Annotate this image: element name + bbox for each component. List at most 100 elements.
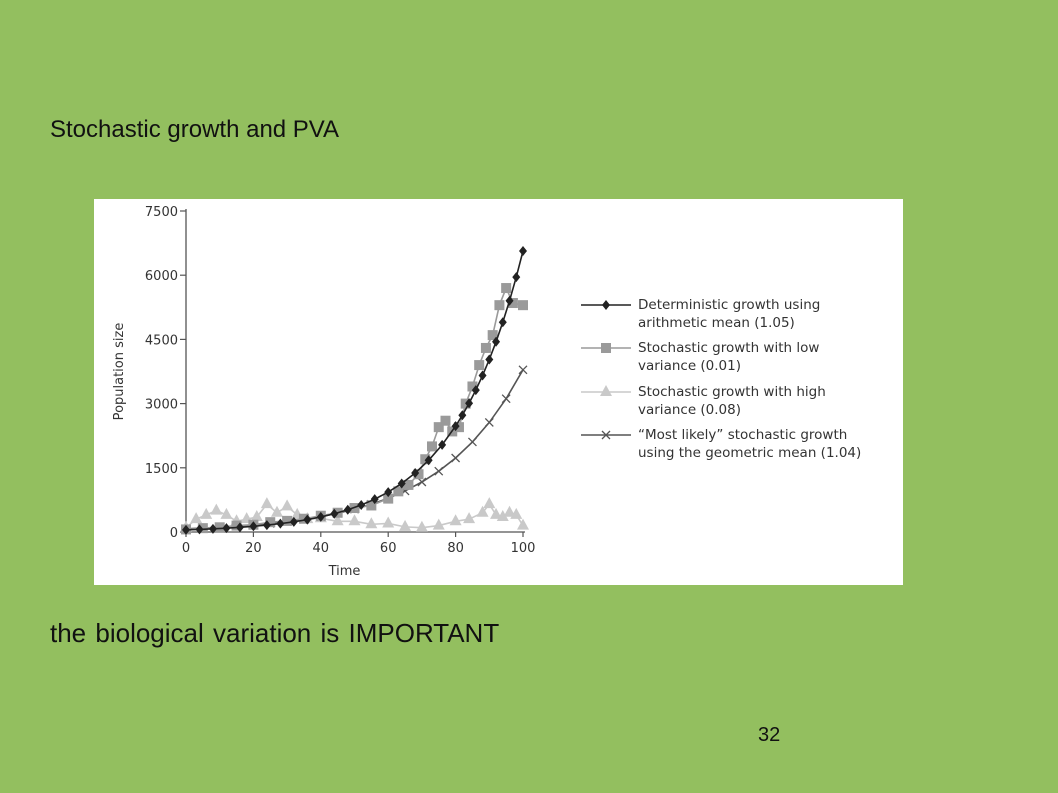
data-point-square <box>282 515 293 526</box>
data-point-x <box>434 466 444 476</box>
data-point-square <box>474 360 485 371</box>
data-point-x <box>467 437 477 447</box>
y-tick-label: 6000 <box>145 269 178 284</box>
data-point-diamond <box>276 518 285 529</box>
legend-entry-text: variance (0.01) <box>638 358 741 374</box>
data-point-diamond <box>451 421 460 432</box>
page-number: 32 <box>758 724 781 746</box>
data-point-triangle <box>449 514 462 526</box>
data-point-square <box>453 422 464 433</box>
data-point-diamond <box>370 494 379 505</box>
y-tick-label: 4500 <box>145 333 178 348</box>
y-tick-label: 0 <box>170 526 178 541</box>
data-point-square <box>393 486 404 497</box>
series-square-line <box>185 285 524 531</box>
data-point-square <box>494 300 505 311</box>
data-point-square <box>403 479 414 490</box>
data-point-square <box>518 300 528 311</box>
data-point-x <box>501 394 511 404</box>
data-point-square <box>214 522 225 533</box>
data-point-x <box>417 477 427 487</box>
data-point-triangle <box>348 514 361 526</box>
data-point-triangle <box>503 505 516 517</box>
x-axis-label: Time <box>328 564 361 579</box>
population-growth-chart: 0 1500 3000 4500 6000 7500 0 20 40 60 80 100 Time Pop… <box>112 205 861 579</box>
data-point-triangle <box>463 512 476 524</box>
data-point-diamond <box>343 504 352 515</box>
legend-entry-text: arithmetic mean (1.05) <box>638 315 795 331</box>
data-point-diamond <box>512 272 521 283</box>
data-point-square <box>487 330 498 341</box>
data-point-diamond <box>222 523 231 534</box>
y-axis-label: Population size <box>112 323 127 421</box>
x-tick-label: 0 <box>182 541 190 556</box>
data-point-triangle <box>510 507 523 519</box>
data-point-triangle <box>270 505 283 517</box>
slide-title: Stochastic growth and PVA <box>50 116 340 143</box>
data-point-diamond <box>485 354 494 365</box>
data-point-diamond <box>505 295 514 306</box>
data-point-diamond <box>357 499 366 510</box>
data-point-diamond <box>411 468 420 479</box>
data-point-triangle <box>250 510 263 522</box>
data-point-diamond <box>471 385 480 396</box>
y-tick-label: 7500 <box>145 205 178 220</box>
data-point-diamond <box>478 370 487 381</box>
data-point-x <box>451 453 461 463</box>
legend-entry-text: “Most likely” stochastic growth <box>638 427 847 443</box>
slide-caption: the biological variation is IMPORTANT <box>50 618 500 648</box>
data-point-diamond <box>249 521 258 532</box>
data-point-diamond <box>438 439 447 450</box>
data-point-triangle <box>200 507 213 519</box>
data-point-triangle <box>220 507 233 519</box>
data-point-triangle <box>490 507 503 519</box>
data-point-diamond <box>303 514 312 525</box>
legend-entry-text: Stochastic growth with high <box>638 384 826 400</box>
data-point-diamond <box>330 508 339 519</box>
data-point-triangle <box>382 516 395 528</box>
data-point-square <box>420 454 431 465</box>
data-point-triangle <box>415 520 428 532</box>
data-point-triangle <box>496 510 509 522</box>
data-point-square <box>480 342 491 353</box>
data-point-triangle <box>476 505 489 517</box>
data-point-square <box>440 415 451 426</box>
data-point-diamond <box>397 478 406 489</box>
data-point-triangle <box>331 514 344 526</box>
data-point-triangle <box>483 497 496 509</box>
data-point-square <box>507 298 518 309</box>
data-point-diamond <box>424 455 433 466</box>
legend-entry-text: Deterministic growth using <box>638 297 820 313</box>
data-point-triangle <box>432 518 445 530</box>
data-point-square <box>433 422 444 433</box>
data-point-diamond <box>498 317 507 328</box>
data-point-square <box>298 513 309 524</box>
data-point-diamond <box>465 398 474 409</box>
data-point-diamond <box>384 487 393 498</box>
legend-marker-x <box>601 430 611 440</box>
data-point-square <box>383 493 394 504</box>
data-point-diamond <box>458 410 467 421</box>
data-point-triangle <box>517 518 529 530</box>
data-point-x <box>518 365 528 375</box>
legend-entry-text: using the geometric mean (1.04) <box>638 445 861 461</box>
x-tick-label: 40 <box>313 541 330 556</box>
data-point-square <box>366 500 377 511</box>
data-point-diamond <box>262 520 271 531</box>
legend-marker-triangle <box>600 385 612 396</box>
x-tick-label: 60 <box>380 541 397 556</box>
data-point-square <box>413 469 424 480</box>
data-point-square <box>197 523 208 534</box>
data-point-triangle <box>210 503 223 515</box>
data-point-triangle <box>190 512 203 524</box>
x-tick-label: 20 <box>245 541 262 556</box>
data-point-diamond <box>182 524 190 535</box>
data-point-diamond <box>316 511 325 522</box>
data-point-triangle <box>365 517 378 529</box>
legend-marker-diamond <box>602 300 610 310</box>
data-point-square <box>427 441 438 452</box>
data-point-x <box>484 417 494 427</box>
y-tick-label: 3000 <box>145 398 178 413</box>
data-point-diamond <box>235 522 244 533</box>
data-point-diamond <box>195 524 204 535</box>
